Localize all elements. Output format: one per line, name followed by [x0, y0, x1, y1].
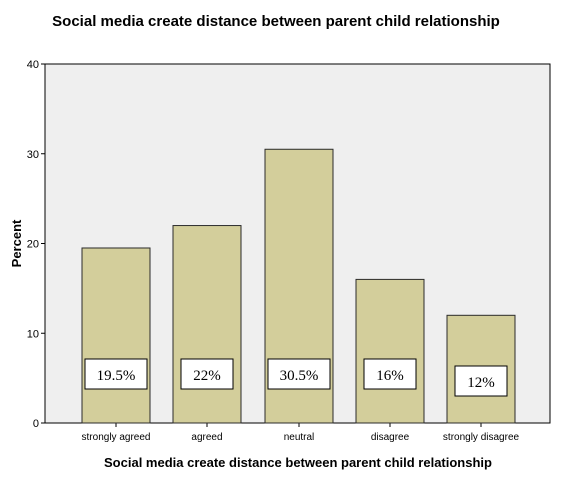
- data-label-text: 12%: [467, 375, 495, 391]
- chart-title: Social media create distance between par…: [52, 13, 500, 30]
- data-label-text: 19.5%: [97, 368, 136, 384]
- y-axis-title: Percent: [9, 219, 24, 267]
- data-label: 30.5%: [267, 358, 331, 390]
- y-tick-label: 30: [27, 149, 39, 161]
- x-axis: strongly agreed agreed neutral disagree stro…: [45, 422, 550, 443]
- y-tick-label: 0: [33, 418, 39, 430]
- bar-strongly-agreed: [81, 247, 151, 424]
- data-label: 19.5%: [84, 358, 148, 390]
- bar-agreed: [172, 225, 242, 424]
- data-label: 22%: [180, 358, 234, 390]
- data-label: 16%: [363, 358, 417, 390]
- x-axis-title: Social media create distance between par…: [104, 455, 492, 470]
- data-label-box: [454, 365, 508, 397]
- data-label-box: [363, 358, 417, 390]
- y-tick-label: 40: [27, 59, 39, 71]
- data-label-box: [267, 358, 331, 390]
- x-tick-label: strongly agreed: [82, 432, 151, 443]
- data-label-text: 30.5%: [280, 368, 319, 384]
- y-tick-label: 20: [27, 239, 39, 251]
- data-label-text: 16%: [376, 368, 404, 384]
- data-label-box: [180, 358, 234, 390]
- x-tick-label: strongly disagree: [443, 432, 520, 443]
- y-tick-label: 10: [27, 328, 39, 340]
- data-labels-group: 19.5% 22% 30.5% 16% 12%: [84, 358, 508, 397]
- data-label-box: [84, 358, 148, 390]
- x-tick-label: neutral: [284, 432, 315, 443]
- y-axis: 0 10 20 30 40: [27, 59, 46, 430]
- data-label-text: 22%: [193, 368, 221, 384]
- bar-disagree: [355, 278, 425, 424]
- x-tick-label: agreed: [191, 432, 222, 443]
- x-tick-label: disagree: [371, 432, 410, 443]
- data-label: 12%: [454, 365, 508, 397]
